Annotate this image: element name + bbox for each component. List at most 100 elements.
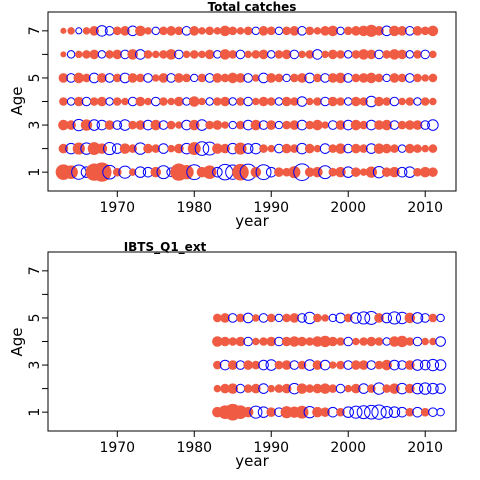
residual-bubble (151, 144, 161, 153)
residual-bubble (336, 407, 345, 417)
residual-bubble (242, 312, 254, 324)
residual-bubble (227, 383, 239, 394)
residual-bubble (82, 27, 91, 35)
residual-bubble (220, 383, 230, 394)
residual-bubble (82, 73, 91, 83)
residual-bubble (58, 73, 69, 83)
residual-bubble (387, 311, 401, 325)
residual-bubble (259, 337, 268, 346)
y-tick-label: 5 (27, 73, 43, 82)
residual-bubble (328, 384, 338, 393)
residual-bubble (382, 97, 392, 106)
residual-bubble (335, 143, 346, 154)
residual-bubble (428, 144, 438, 153)
residual-bubble (135, 96, 146, 107)
residual-bubble (382, 384, 392, 393)
residual-bubble (220, 96, 230, 107)
residual-bubble (421, 74, 429, 82)
residual-bubble (412, 336, 423, 347)
residual-bubble (281, 383, 292, 394)
residual-bubble (212, 73, 223, 83)
residual-bubble (427, 119, 439, 131)
residual-bubble (258, 359, 269, 371)
residual-bubble (434, 359, 447, 371)
residual-bubble (75, 50, 83, 59)
ibts-q1-ext-panel: IBTS_Q1_ext year Age 1970 1980 1990 2000 201… (8, 240, 457, 470)
residual-bubble (220, 73, 230, 83)
residual-bubble (213, 97, 222, 106)
residual-bubble (104, 120, 115, 130)
residual-bubble (112, 167, 122, 177)
residual-bubble (152, 74, 160, 82)
residual-bubble (304, 143, 315, 154)
y-tick-label: 1 (27, 408, 43, 417)
residual-bubble (96, 143, 108, 154)
residual-bubble (344, 97, 353, 106)
residual-bubble (243, 26, 253, 36)
residual-bubble (228, 26, 238, 36)
residual-bubble (289, 26, 300, 36)
residual-bubble (198, 27, 206, 35)
residual-bubble (312, 383, 323, 394)
residual-bubble (335, 312, 346, 324)
residual-bubble (212, 143, 223, 154)
residual-bubble (194, 141, 210, 156)
residual-bubble (298, 50, 306, 59)
total-catches-panel: Total catches year Age 1970 1980 1990 2000 2… (8, 0, 457, 230)
residual-bubble (266, 336, 277, 347)
residual-bubble (258, 313, 269, 323)
residual-bubble (167, 97, 175, 106)
residual-bubble (267, 384, 275, 393)
residual-bubble (305, 120, 315, 130)
residual-bubble (319, 383, 331, 394)
residual-bubble (228, 120, 237, 130)
residual-bubble (266, 120, 277, 130)
residual-bubble (312, 336, 323, 347)
residual-bubble (389, 49, 400, 60)
residual-bubble (236, 313, 245, 323)
residual-bubble (144, 27, 152, 35)
residual-bubble (243, 384, 253, 393)
residual-bubble (374, 73, 384, 83)
residual-bubble (204, 49, 215, 60)
residual-bubble (120, 26, 130, 36)
residual-bubble (58, 143, 69, 154)
residual-bubble (112, 97, 122, 106)
residual-bubble (327, 25, 339, 37)
residual-bubble (380, 405, 393, 419)
residual-bubble (66, 97, 76, 106)
residual-bubble (156, 165, 171, 180)
residual-bubble (251, 383, 261, 394)
residual-bubble (344, 384, 352, 393)
y-axis-label: Age (8, 86, 26, 115)
residual-bubble (313, 144, 322, 153)
residual-bubble (87, 142, 101, 156)
residual-bubble (213, 27, 222, 35)
residual-bubble (304, 167, 315, 177)
residual-bubble (266, 73, 277, 83)
residual-bubble (421, 144, 429, 153)
residual-bubble (297, 360, 307, 370)
residual-bubble (105, 50, 114, 59)
residual-bubble (397, 120, 407, 130)
residual-bubble (429, 50, 437, 59)
residual-bubble (351, 167, 361, 177)
residual-bubble (165, 49, 177, 60)
residual-bubble (252, 74, 260, 82)
residual-bubble (351, 50, 361, 59)
residual-bubble (366, 49, 377, 60)
residual-bubble (158, 143, 169, 154)
residual-bubble (359, 97, 368, 106)
residual-bubble (344, 50, 353, 59)
residual-bubble (60, 27, 67, 34)
residual-bubble (267, 50, 276, 59)
residual-bubble (411, 359, 424, 371)
residual-bubble (382, 50, 392, 59)
x-tick-label: 1970 (99, 440, 135, 456)
x-tick-label: 1980 (176, 200, 212, 216)
residual-bubble (396, 166, 408, 178)
residual-bubble (236, 97, 245, 106)
residual-bubble (289, 336, 300, 347)
residual-bubble (136, 73, 145, 83)
residual-bubble (244, 50, 252, 59)
